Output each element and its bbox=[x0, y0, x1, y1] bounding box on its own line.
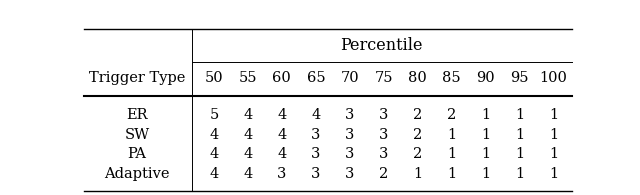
Text: 3: 3 bbox=[311, 147, 321, 161]
Text: 3: 3 bbox=[379, 108, 388, 122]
Text: 1: 1 bbox=[481, 167, 490, 181]
Text: 50: 50 bbox=[205, 71, 223, 85]
Text: 100: 100 bbox=[540, 71, 568, 85]
Text: 2: 2 bbox=[447, 108, 456, 122]
Text: 75: 75 bbox=[374, 71, 393, 85]
Text: 1: 1 bbox=[549, 147, 558, 161]
Text: 1: 1 bbox=[447, 128, 456, 142]
Text: 1: 1 bbox=[481, 128, 490, 142]
Text: 3: 3 bbox=[277, 167, 287, 181]
Text: Adaptive: Adaptive bbox=[104, 167, 170, 181]
Text: 4: 4 bbox=[209, 147, 218, 161]
Text: 4: 4 bbox=[243, 167, 253, 181]
Text: ER: ER bbox=[126, 108, 148, 122]
Text: 4: 4 bbox=[243, 128, 253, 142]
Text: 1: 1 bbox=[413, 167, 422, 181]
Text: 95: 95 bbox=[511, 71, 529, 85]
Text: Trigger Type: Trigger Type bbox=[89, 71, 185, 85]
Text: 4: 4 bbox=[243, 108, 253, 122]
Text: SW: SW bbox=[124, 128, 150, 142]
Text: 1: 1 bbox=[481, 108, 490, 122]
Text: 2: 2 bbox=[379, 167, 388, 181]
Text: 1: 1 bbox=[549, 128, 558, 142]
Text: 4: 4 bbox=[277, 147, 287, 161]
Text: PA: PA bbox=[127, 147, 147, 161]
Text: 1: 1 bbox=[515, 128, 524, 142]
Text: 3: 3 bbox=[345, 147, 355, 161]
Text: 4: 4 bbox=[277, 128, 287, 142]
Text: 3: 3 bbox=[379, 147, 388, 161]
Text: 90: 90 bbox=[476, 71, 495, 85]
Text: 1: 1 bbox=[447, 167, 456, 181]
Text: 80: 80 bbox=[408, 71, 427, 85]
Text: 85: 85 bbox=[442, 71, 461, 85]
Text: 55: 55 bbox=[239, 71, 257, 85]
Text: 2: 2 bbox=[413, 108, 422, 122]
Text: 4: 4 bbox=[311, 108, 321, 122]
Text: 4: 4 bbox=[209, 167, 218, 181]
Text: 2: 2 bbox=[413, 128, 422, 142]
Text: 1: 1 bbox=[481, 147, 490, 161]
Text: 3: 3 bbox=[345, 108, 355, 122]
Text: 65: 65 bbox=[307, 71, 325, 85]
Text: 2: 2 bbox=[413, 147, 422, 161]
Text: 60: 60 bbox=[273, 71, 291, 85]
Text: 4: 4 bbox=[277, 108, 287, 122]
Text: 3: 3 bbox=[345, 167, 355, 181]
Text: Percentile: Percentile bbox=[340, 37, 423, 54]
Text: 3: 3 bbox=[379, 128, 388, 142]
Text: 1: 1 bbox=[549, 108, 558, 122]
Text: 3: 3 bbox=[311, 128, 321, 142]
Text: 3: 3 bbox=[311, 167, 321, 181]
Text: 70: 70 bbox=[340, 71, 359, 85]
Text: 1: 1 bbox=[515, 167, 524, 181]
Text: 4: 4 bbox=[243, 147, 253, 161]
Text: 1: 1 bbox=[447, 147, 456, 161]
Text: 5: 5 bbox=[209, 108, 218, 122]
Text: 4: 4 bbox=[209, 128, 218, 142]
Text: 1: 1 bbox=[515, 108, 524, 122]
Text: 1: 1 bbox=[549, 167, 558, 181]
Text: 3: 3 bbox=[345, 128, 355, 142]
Text: 1: 1 bbox=[515, 147, 524, 161]
